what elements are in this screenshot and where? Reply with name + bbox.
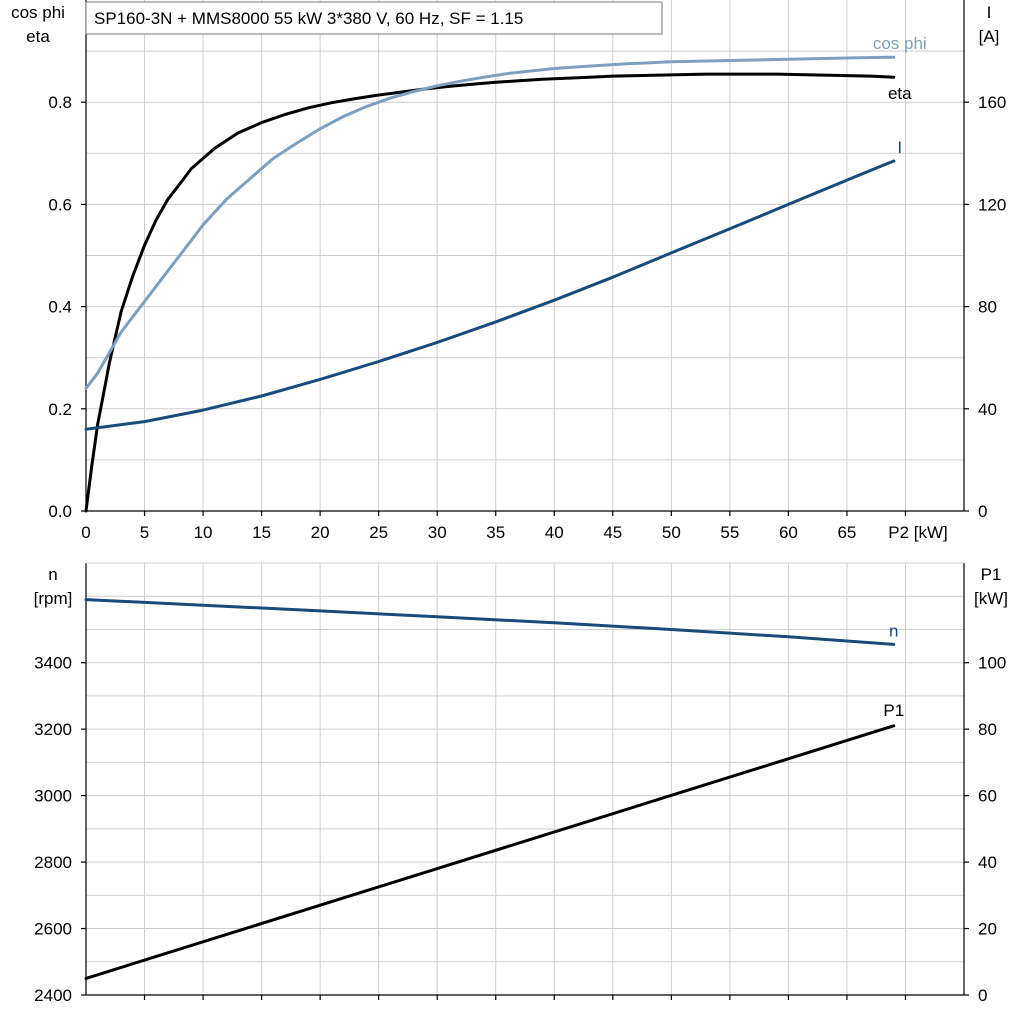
x-tick-label: 35 <box>486 523 505 542</box>
series-line-eta <box>84 72 896 513</box>
title-box <box>85 1 663 35</box>
y-right-tick-label: 0 <box>978 502 987 521</box>
y-left-tick-label: 3000 <box>34 787 72 806</box>
y-left-tick-label: 0.4 <box>48 298 72 317</box>
y-left-axis-label: cos phi <box>11 3 65 22</box>
series-label-i: I <box>897 138 902 157</box>
y-left-tick-label: 2600 <box>34 920 72 939</box>
x-tick-label: 30 <box>428 523 447 542</box>
x-tick-label: 65 <box>837 523 856 542</box>
x-tick-label: 20 <box>311 523 330 542</box>
chart-title: SP160-3N + MMS8000 55 kW 3*380 V, 60 Hz,… <box>94 9 523 28</box>
upper-panel: 0.0 0.2 0.4 0.6 0.8 0 40 80 120 160 cos phi eta I [A]… <box>11 0 1006 542</box>
y-left-tick-label: 3400 <box>34 654 72 673</box>
x-tick-label: 60 <box>779 523 798 542</box>
y-left-tick-label: 0.0 <box>48 502 72 521</box>
y-right-tick-label: 40 <box>978 853 997 872</box>
series-line-i <box>84 159 896 431</box>
y-right-tick-label: 0 <box>978 986 987 1005</box>
y-left-tick-label: 0.8 <box>48 93 72 112</box>
y-right-tick-label: 80 <box>978 720 997 739</box>
y-right-tick-label: 100 <box>978 654 1006 673</box>
series-label-p1: P1 <box>883 701 904 720</box>
y-left-axis-unit: [rpm] <box>34 589 73 608</box>
y-left-tick-label: 2400 <box>34 986 72 1005</box>
x-tick-label: 10 <box>194 523 213 542</box>
y-left-axis-label: n <box>48 565 57 584</box>
x-tick-label: 25 <box>369 523 388 542</box>
x-tick-label: 5 <box>140 523 149 542</box>
y-left-tick-label: 0.6 <box>48 195 72 214</box>
y-right-axis-unit: [A] <box>979 27 1000 46</box>
series-label-eta: eta <box>888 84 912 103</box>
series-line-n <box>84 598 896 646</box>
y-left-tick-label: 3200 <box>34 720 72 739</box>
series-line-cos-phi <box>84 55 896 390</box>
x-tick-label: 45 <box>603 523 622 542</box>
y-right-tick-label: 40 <box>978 400 997 419</box>
y-right-tick-label: 80 <box>978 298 997 317</box>
y-right-axis-label: I <box>987 3 992 22</box>
x-tick-label: 55 <box>720 523 739 542</box>
series-line-p1 <box>84 724 896 980</box>
x-tick-label: 40 <box>545 523 564 542</box>
lower-panel: 2400 2600 2800 3000 3200 3400 0 20 40 60 80 100 n [rp… <box>34 562 1008 1005</box>
y-right-axis-unit: [kW] <box>974 589 1008 608</box>
y-right-tick-label: 160 <box>978 93 1006 112</box>
y-right-tick-label: 120 <box>978 195 1006 214</box>
series-label-n: n <box>889 621 898 640</box>
y-right-tick-label: 60 <box>978 787 997 806</box>
y-left-tick-label: 0.2 <box>48 400 72 419</box>
y-right-axis-label: P1 <box>981 565 1002 584</box>
x-tick-label: 15 <box>252 523 271 542</box>
x-tick-label: 50 <box>662 523 681 542</box>
x-tick-label: 0 <box>81 523 90 542</box>
y-left-axis-label-2: eta <box>26 27 50 46</box>
x-axis-label: P2 [kW] <box>888 523 948 542</box>
y-right-tick-label: 20 <box>978 920 997 939</box>
y-left-tick-label: 2800 <box>34 853 72 872</box>
series-label-cos-phi: cos phi <box>873 34 927 53</box>
